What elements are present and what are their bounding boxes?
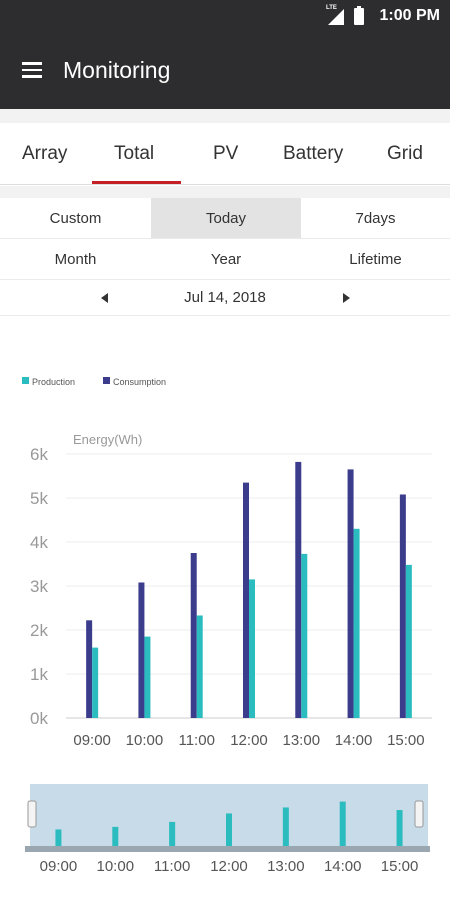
page-title: Monitoring [63, 57, 171, 83]
y-tick-label: 6k [30, 445, 48, 464]
bar-production[interactable] [301, 553, 308, 718]
app-bar: Monitoring [0, 32, 450, 109]
period-year[interactable]: Year [151, 239, 301, 280]
bar-consumption[interactable] [190, 553, 197, 718]
x-tick-label: 09:00 [73, 732, 111, 749]
tab-bar: Array Total PV Battery Grid [0, 123, 450, 185]
y-axis-label: Energy(Wh) [73, 432, 142, 447]
period-7days[interactable]: 7days [301, 198, 450, 239]
navigator-left-handle[interactable] [27, 800, 37, 828]
period-lifetime[interactable]: Lifetime [301, 239, 450, 280]
bar-production[interactable] [353, 528, 360, 718]
bar-consumption[interactable] [399, 494, 406, 718]
y-tick-label: 1k [30, 665, 48, 684]
energy-chart-svg: Production Consumption Energy(Wh) 0k 1k 2k… [22, 377, 432, 875]
bar-production[interactable] [196, 615, 203, 718]
signal-icon [328, 9, 344, 25]
menu-icon[interactable] [22, 62, 42, 78]
bar-production[interactable] [144, 636, 151, 718]
navigator-x-tick-label: 13:00 [267, 858, 305, 875]
divider [0, 109, 450, 123]
active-tab-indicator [92, 181, 181, 184]
y-tick-label: 0k [30, 709, 48, 728]
period-selector: Custom Today 7days Month Year Lifetime J… [0, 198, 450, 316]
bar-consumption[interactable] [138, 582, 145, 718]
navigator-bar [396, 810, 403, 846]
navigator-x-tick-label: 10:00 [97, 858, 135, 875]
navigator-bar [339, 801, 346, 846]
energy-chart: Production Consumption Energy(Wh) 0k 1k 2k… [0, 320, 450, 900]
bar-consumption[interactable] [86, 620, 93, 718]
battery-icon [354, 6, 364, 25]
bar-consumption[interactable] [243, 482, 249, 718]
status-bar: LTE 1:00 PM [0, 0, 450, 32]
y-tick-label: 3k [30, 577, 48, 596]
navigator-bar [169, 821, 176, 846]
legend-label-production: Production [32, 377, 75, 387]
period-today[interactable]: Today [151, 198, 301, 239]
period-custom[interactable]: Custom [0, 198, 151, 239]
tab-total[interactable]: Total [114, 143, 155, 164]
navigator-bar [112, 826, 119, 846]
x-tick-label: 10:00 [126, 732, 164, 749]
tab-pv[interactable]: PV [213, 143, 239, 164]
divider [0, 186, 450, 198]
period-month[interactable]: Month [0, 239, 151, 280]
y-tick-label: 5k [30, 489, 48, 508]
network-type-label: LTE [326, 5, 337, 11]
x-tick-label: 11:00 [178, 732, 214, 749]
range-navigator[interactable] [25, 784, 430, 852]
navigator-bar [226, 813, 232, 846]
navigator-x-tick-label: 14:00 [324, 858, 362, 875]
y-tick-label: 4k [30, 533, 48, 552]
legend-swatch-production [22, 377, 29, 384]
legend-swatch-consumption [103, 377, 110, 384]
legend-label-consumption: Consumption [113, 377, 166, 387]
navigator-x-tick-label: 11:00 [154, 858, 190, 875]
date-navigator: Jul 14, 2018 [0, 280, 450, 316]
navigator-bar [55, 829, 62, 846]
bar-production[interactable] [249, 579, 255, 718]
x-tick-label: 14:00 [335, 732, 373, 749]
navigator-bar [282, 807, 289, 846]
chart-legend: Production Consumption [22, 377, 166, 387]
navigator-x-tick-label: 09:00 [40, 858, 78, 875]
navigator-x-tick-label: 12:00 [210, 858, 248, 875]
bar-production[interactable] [405, 564, 412, 718]
navigator-scrollbar[interactable] [25, 846, 430, 852]
tab-array[interactable]: Array [22, 143, 68, 164]
x-tick-label: 15:00 [387, 732, 425, 749]
bar-consumption[interactable] [295, 461, 302, 718]
previous-date-icon[interactable] [101, 293, 108, 303]
tab-battery[interactable]: Battery [283, 143, 344, 164]
y-tick-label: 2k [30, 621, 48, 640]
tab-grid[interactable]: Grid [387, 143, 423, 164]
bar-consumption[interactable] [347, 469, 354, 718]
status-time: 1:00 PM [379, 7, 440, 24]
next-date-icon[interactable] [343, 293, 350, 303]
selected-date: Jul 14, 2018 [184, 289, 266, 306]
x-tick-label: 13:00 [283, 732, 321, 749]
navigator-x-tick-label: 15:00 [381, 858, 419, 875]
x-tick-label: 12:00 [230, 732, 268, 749]
bar-production[interactable] [92, 647, 99, 718]
navigator-right-handle[interactable] [414, 800, 424, 828]
